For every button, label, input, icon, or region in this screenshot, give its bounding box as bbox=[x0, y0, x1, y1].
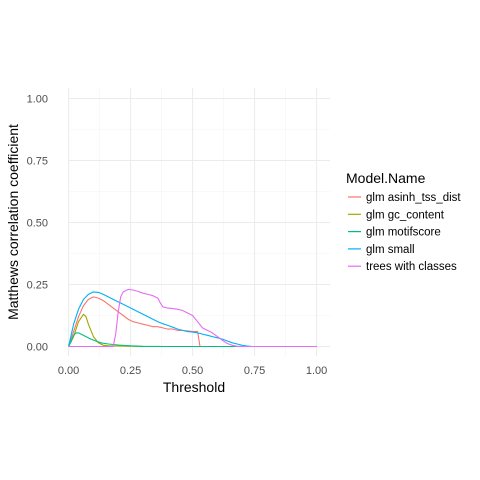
x-tick-label: 0.75 bbox=[244, 365, 265, 377]
legend-title: Model.Name bbox=[346, 170, 426, 186]
legend-label-glm-gc-content: glm gc_content bbox=[366, 209, 445, 221]
legend-label-trees-with-classes: trees with classes bbox=[366, 261, 457, 273]
y-tick-label: 0.75 bbox=[27, 156, 48, 168]
y-tick-label: 0.00 bbox=[27, 342, 48, 354]
series-line-trees-with-classes bbox=[68, 288, 317, 348]
x-tick-label: 0.50 bbox=[182, 365, 203, 377]
y-axis-title: Matthews correlation coefficient bbox=[5, 124, 21, 320]
y-tick-label: 1.00 bbox=[27, 94, 48, 106]
x-tick-label: 1.00 bbox=[306, 365, 327, 377]
legend-label-glm-asinh-tss-dist: glm asinh_tss_dist bbox=[366, 192, 461, 204]
x-axis-title: Threshold bbox=[163, 379, 225, 395]
legend-label-glm-small: glm small bbox=[366, 244, 415, 256]
x-axis-ticks: 0.00 0.25 0.50 0.75 1.00 bbox=[58, 365, 327, 377]
series-line-glm-motifscore bbox=[68, 332, 317, 348]
y-tick-label: 0.50 bbox=[27, 218, 48, 230]
legend-label-glm-motifscore: glm motifscore bbox=[366, 227, 441, 239]
y-axis-ticks: 0.00 0.25 0.50 0.75 1.00 bbox=[27, 94, 48, 354]
y-tick-label: 0.25 bbox=[27, 280, 48, 292]
series-line-glm-small bbox=[68, 291, 317, 348]
x-tick-label: 0.00 bbox=[58, 365, 79, 377]
plot-series bbox=[68, 288, 317, 348]
series-line-glm-asinh-tss-dist bbox=[68, 296, 317, 348]
plot-grid bbox=[68, 88, 330, 356]
x-tick-label: 0.25 bbox=[120, 365, 141, 377]
